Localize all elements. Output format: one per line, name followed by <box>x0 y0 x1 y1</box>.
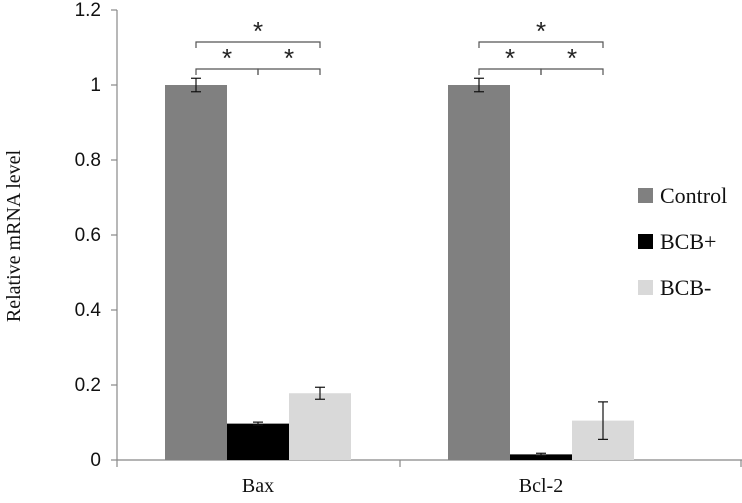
y-axis-label: Relative mRNA level <box>3 149 25 322</box>
y-tick-label: 0.6 <box>75 225 101 246</box>
bar-control <box>165 85 227 460</box>
significance-marker: * <box>567 43 577 73</box>
significance-bracket <box>195 41 321 48</box>
significance-bracket <box>478 41 604 48</box>
x-tick-label: Bax <box>242 475 274 497</box>
bar-control <box>448 85 510 460</box>
legend-label: BCB- <box>660 275 711 300</box>
legend-swatch <box>638 234 653 249</box>
legend-label: BCB+ <box>660 229 716 254</box>
y-tick-label: 0.2 <box>75 375 101 396</box>
legend-swatch <box>638 188 653 203</box>
legend: Control BCB+ BCB- <box>638 183 727 300</box>
bars <box>165 85 634 460</box>
bar-bcb <box>289 393 351 460</box>
bar-bcb <box>510 454 572 460</box>
significance-marker: * <box>536 16 546 46</box>
significance-marker: * <box>222 43 232 73</box>
significance-marker: * <box>284 43 294 73</box>
legend-label: Control <box>660 183 727 208</box>
significance-bracket <box>540 68 604 75</box>
x-tick-label: Bcl-2 <box>519 475 563 497</box>
y-tick-label: 1 <box>90 75 101 96</box>
bar-bcb <box>227 423 289 460</box>
y-tick-label: 0.4 <box>75 300 102 321</box>
y-tick-label: 1.2 <box>75 0 101 21</box>
significance-bracket <box>257 68 321 75</box>
axes: 0 0.2 0.4 0.6 0.8 1 1.2 Bax Bcl-2 <box>75 0 742 497</box>
legend-swatch <box>638 280 653 295</box>
y-tick-label: 0 <box>90 450 101 471</box>
significance-marker: * <box>505 43 515 73</box>
significance-marker: * <box>253 16 263 46</box>
error-bars <box>191 77 608 457</box>
significance-brackets: * * * * * * <box>195 16 604 75</box>
y-tick-label: 0.8 <box>75 150 101 171</box>
